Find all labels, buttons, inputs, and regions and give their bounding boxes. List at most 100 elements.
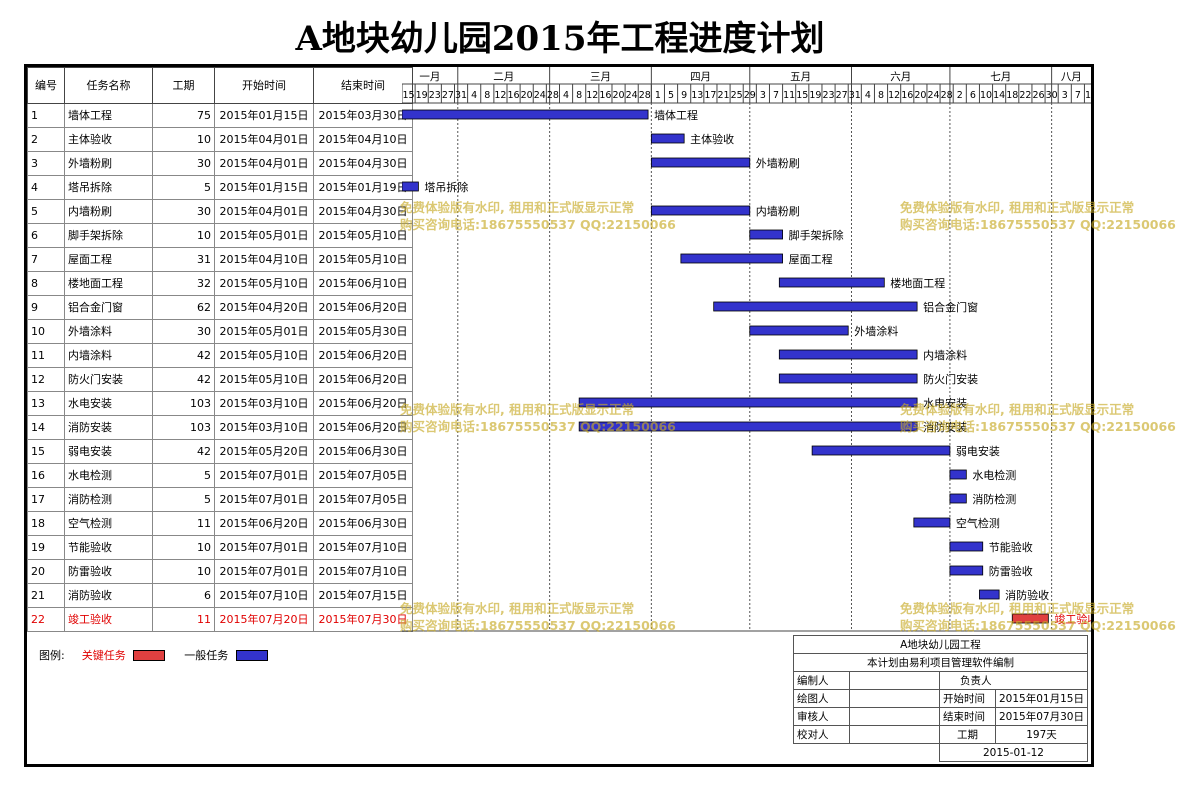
task-start: 2015年06月20日: [214, 511, 314, 536]
task-duration: 10: [152, 223, 215, 248]
task-no: 9: [27, 295, 65, 320]
day-tick-label: 8: [878, 90, 884, 101]
task-end: 2015年04月30日: [313, 199, 413, 224]
task-name: 脚手架拆除: [64, 223, 153, 248]
table-row: 2 主体验收 10 2015年04月01日 2015年04月10日: [27, 127, 413, 152]
task-name: 弱电安装: [64, 439, 153, 464]
gantt-bar: [1011, 613, 1049, 624]
task-end: 2015年07月10日: [313, 559, 413, 584]
table-row: 7 屋面工程 31 2015年04月10日 2015年05月10日: [27, 247, 413, 272]
month-label: 四月: [690, 71, 711, 83]
table-row: 12 防火门安装 42 2015年05月10日 2015年06月20日: [27, 367, 413, 392]
info-end-label: 结束时间: [939, 707, 996, 726]
table-row: 19 节能验收 10 2015年07月01日 2015年07月10日: [27, 535, 413, 560]
bar-label: 塔吊拆除: [424, 180, 468, 194]
gantt-bar: [650, 157, 751, 168]
task-duration: 42: [152, 439, 215, 464]
table-row: 20 防雷验收 10 2015年07月01日 2015年07月10日: [27, 559, 413, 584]
month-label: 三月: [590, 71, 611, 83]
task-end: 2015年03月30日: [313, 103, 413, 128]
task-no: 4: [27, 175, 65, 200]
table-row: 17 消防检测 5 2015年07月01日 2015年07月05日: [27, 487, 413, 512]
task-end: 2015年05月10日: [313, 223, 413, 248]
task-duration: 32: [152, 271, 215, 296]
gantt-bar: [749, 229, 783, 240]
day-tick-label: 21: [717, 90, 729, 101]
task-end: 2015年06月20日: [313, 295, 413, 320]
month-label: 八月: [1061, 71, 1082, 83]
table-row: 1 墙体工程 75 2015年01月15日 2015年03月30日: [27, 103, 413, 128]
task-start: 2015年03月10日: [214, 415, 314, 440]
task-no: 6: [27, 223, 65, 248]
bar-label: 防雷验收: [989, 564, 1033, 578]
task-start: 2015年05月10日: [214, 367, 314, 392]
bar-label: 内墙粉刷: [756, 204, 800, 218]
info-start-value: 2015年01月15日: [995, 689, 1088, 708]
header-duration: 工期: [152, 67, 215, 104]
bar-label: 楼地面工程: [890, 276, 945, 290]
gantt-frame: 编号 任务名称 工期 开始时间 结束时间 1 墙体工程 75 2015年01月15日 2…: [24, 64, 1094, 767]
bar-label: 水电检测: [972, 468, 1016, 482]
gantt-bar: [949, 541, 984, 552]
day-tick-label: 28: [547, 90, 559, 101]
table-row: 6 脚手架拆除 10 2015年05月01日 2015年05月10日: [27, 223, 413, 248]
bar-label: 主体验收: [690, 132, 734, 146]
task-start: 2015年07月20日: [214, 607, 314, 632]
day-tick-label: 5: [668, 90, 674, 101]
task-name: 外墙粉刷: [64, 151, 153, 176]
task-end: 2015年07月30日: [313, 607, 413, 632]
gantt-bar: [949, 493, 967, 504]
day-tick-label: 12: [494, 90, 506, 101]
task-name: 屋面工程: [64, 247, 153, 272]
table-row: 9 铝合金门窗 62 2015年04月20日 2015年06月20日: [27, 295, 413, 320]
task-start: 2015年07月01日: [214, 559, 314, 584]
day-tick-label: 30: [1046, 90, 1058, 101]
task-start: 2015年07月10日: [214, 583, 314, 608]
day-tick-label: 16: [599, 90, 611, 101]
task-no: 13: [27, 391, 65, 416]
day-tick-label: 1: [655, 90, 661, 101]
task-end: 2015年06月20日: [313, 415, 413, 440]
task-duration: 10: [152, 535, 215, 560]
bar-label: 铝合金门窗: [923, 300, 978, 314]
gantt-bar: [811, 445, 951, 456]
task-end: 2015年04月30日: [313, 151, 413, 176]
task-no: 1: [27, 103, 65, 128]
bar-label: 消防验收: [1005, 588, 1049, 602]
task-start: 2015年04月20日: [214, 295, 314, 320]
task-duration: 11: [152, 607, 215, 632]
day-tick-label: 6: [970, 90, 976, 101]
task-no: 11: [27, 343, 65, 368]
info-dur-value: 197天: [995, 725, 1088, 744]
gantt-bar: [650, 133, 685, 144]
gantt-bar: [949, 565, 984, 576]
month-label: 五月: [790, 71, 811, 83]
day-tick-label: 18: [1006, 90, 1018, 101]
task-no: 14: [27, 415, 65, 440]
gantt-bar: [650, 205, 751, 216]
task-name: 内墙涂料: [64, 343, 153, 368]
info-dur-label: 工期: [939, 725, 996, 744]
task-end: 2015年07月05日: [313, 463, 413, 488]
bar-label: 屋面工程: [789, 253, 833, 266]
table-row: 16 水电检测 5 2015年07月01日 2015年07月05日: [27, 463, 413, 488]
task-start: 2015年07月01日: [214, 535, 314, 560]
day-tick-label: 19: [809, 90, 821, 101]
task-duration: 31: [152, 247, 215, 272]
table-row: 5 内墙粉刷 30 2015年04月01日 2015年04月30日: [27, 199, 413, 224]
task-name: 防火门安装: [64, 367, 153, 392]
task-name: 水电安装: [64, 391, 153, 416]
table-row: 13 水电安装 103 2015年03月10日 2015年06月20日: [27, 391, 413, 416]
day-tick-label: 25: [731, 90, 743, 101]
day-tick-label: 16: [508, 90, 520, 101]
task-duration: 30: [152, 151, 215, 176]
task-no: 7: [27, 247, 65, 272]
bar-label: 竣工验收: [1054, 612, 1091, 626]
info-block: A地块幼儿园工程 本计划由易利项目管理软件编制 编制人 负责人 绘图人 开始时间…: [793, 635, 1088, 762]
day-tick-label: 16: [901, 90, 913, 101]
task-name: 竣工验收: [64, 607, 153, 632]
day-tick-label: 23: [429, 90, 441, 101]
legend-normal-label: 一般任务: [184, 649, 229, 662]
info-note: 本计划由易利项目管理软件编制: [793, 653, 1088, 672]
